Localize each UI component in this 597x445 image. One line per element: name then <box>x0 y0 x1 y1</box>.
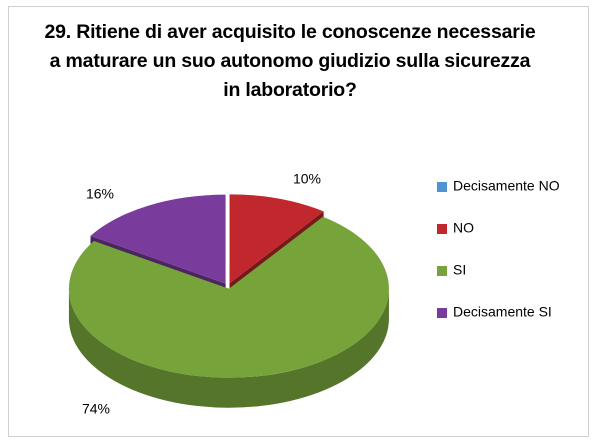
legend-label: NO <box>453 220 474 236</box>
slice <box>229 194 324 284</box>
pie-tops <box>68 194 389 378</box>
slice <box>68 216 389 378</box>
data-label: 74% <box>82 401 110 417</box>
legend-swatch <box>437 266 447 276</box>
legend-label: Decisamente SI <box>453 304 552 320</box>
legend-swatch <box>437 224 447 234</box>
legend-swatch <box>437 308 447 318</box>
slice-wall <box>68 288 389 408</box>
legend-label: SI <box>453 262 466 278</box>
legend-label: Decisamente NO <box>453 178 560 194</box>
legend-swatch <box>437 182 447 192</box>
slice <box>90 194 226 284</box>
chart-title: 29. Ritiene di aver acquisito le conosce… <box>44 21 536 101</box>
data-label: 16% <box>86 186 114 202</box>
data-label: 10% <box>293 171 321 187</box>
slice-wall-shade <box>68 288 389 408</box>
